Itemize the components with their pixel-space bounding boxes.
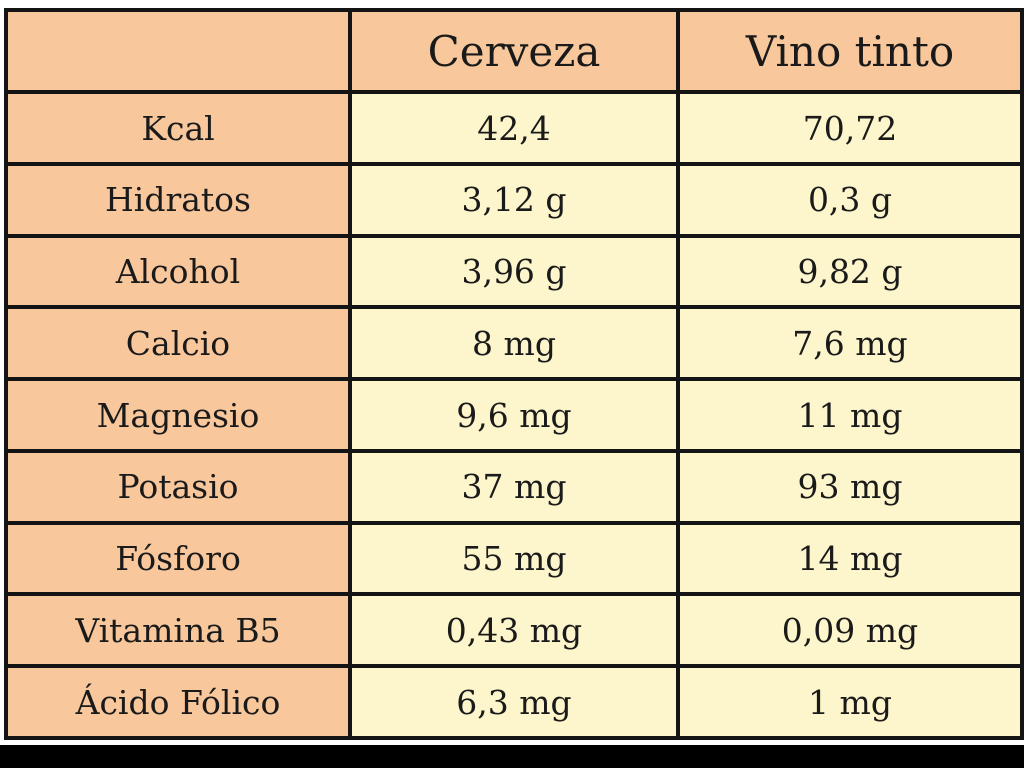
value-cell: 9,6 mg xyxy=(348,377,680,453)
table-row: Calcio 8 mg 7,6 mg xyxy=(4,305,1024,382)
table-row: Alcohol 3,96 g 9,82 g xyxy=(4,233,1024,310)
value-cell: 93 mg xyxy=(676,448,1024,525)
table-row: Kcal 42,4 70,72 xyxy=(4,90,1024,167)
table-row: Potasio 37 mg 93 mg xyxy=(4,448,1024,525)
value-cell: 9,82 g xyxy=(676,233,1024,310)
row-label: Ácido Fólico xyxy=(4,664,352,740)
value-cell: 42,4 xyxy=(348,90,680,167)
value-cell: 37 mg xyxy=(348,448,680,525)
header-cell: Vino tinto xyxy=(676,7,1024,95)
header-row: Cerveza Vino tinto xyxy=(4,7,1024,95)
row-label: Potasio xyxy=(4,448,352,525)
row-label: Vitamina B5 xyxy=(4,592,352,669)
table-row: Hidratos 3,12 g 0,3 g xyxy=(4,162,1024,238)
row-label: Magnesio xyxy=(4,377,352,453)
value-cell: 0,3 g xyxy=(676,162,1024,238)
row-label: Calcio xyxy=(4,305,352,382)
nutrition-table: Cerveza Vino tinto Kcal 42,4 70,72 Hidratos… xyxy=(4,7,1024,740)
table-row: Fósforo 55 mg 14 mg xyxy=(4,520,1024,597)
row-label: Fósforo xyxy=(4,520,352,597)
table-row: Vitamina B5 0,43 mg 0,09 mg xyxy=(4,592,1024,669)
row-label: Hidratos xyxy=(4,162,352,238)
value-cell: 3,96 g xyxy=(348,233,680,310)
row-label: Alcohol xyxy=(4,233,352,310)
value-cell: 11 mg xyxy=(676,377,1024,453)
value-cell: 3,12 g xyxy=(348,162,680,238)
value-cell: 70,72 xyxy=(676,90,1024,167)
value-cell: 14 mg xyxy=(676,520,1024,597)
corner-cell xyxy=(4,7,352,95)
value-cell: 7,6 mg xyxy=(676,305,1024,382)
header-cell: Cerveza xyxy=(348,7,680,95)
value-cell: 0,09 mg xyxy=(676,592,1024,669)
bottom-bar xyxy=(0,745,1024,768)
row-label: Kcal xyxy=(4,90,352,167)
value-cell: 8 mg xyxy=(348,305,680,382)
value-cell: 1 mg xyxy=(676,664,1024,740)
value-cell: 0,43 mg xyxy=(348,592,680,669)
value-cell: 6,3 mg xyxy=(348,664,680,740)
table-row: Ácido Fólico 6,3 mg 1 mg xyxy=(4,664,1024,740)
table-body: Cerveza Vino tinto Kcal 42,4 70,72 Hidratos… xyxy=(4,7,1024,740)
table-row: Magnesio 9,6 mg 11 mg xyxy=(4,377,1024,453)
value-cell: 55 mg xyxy=(348,520,680,597)
